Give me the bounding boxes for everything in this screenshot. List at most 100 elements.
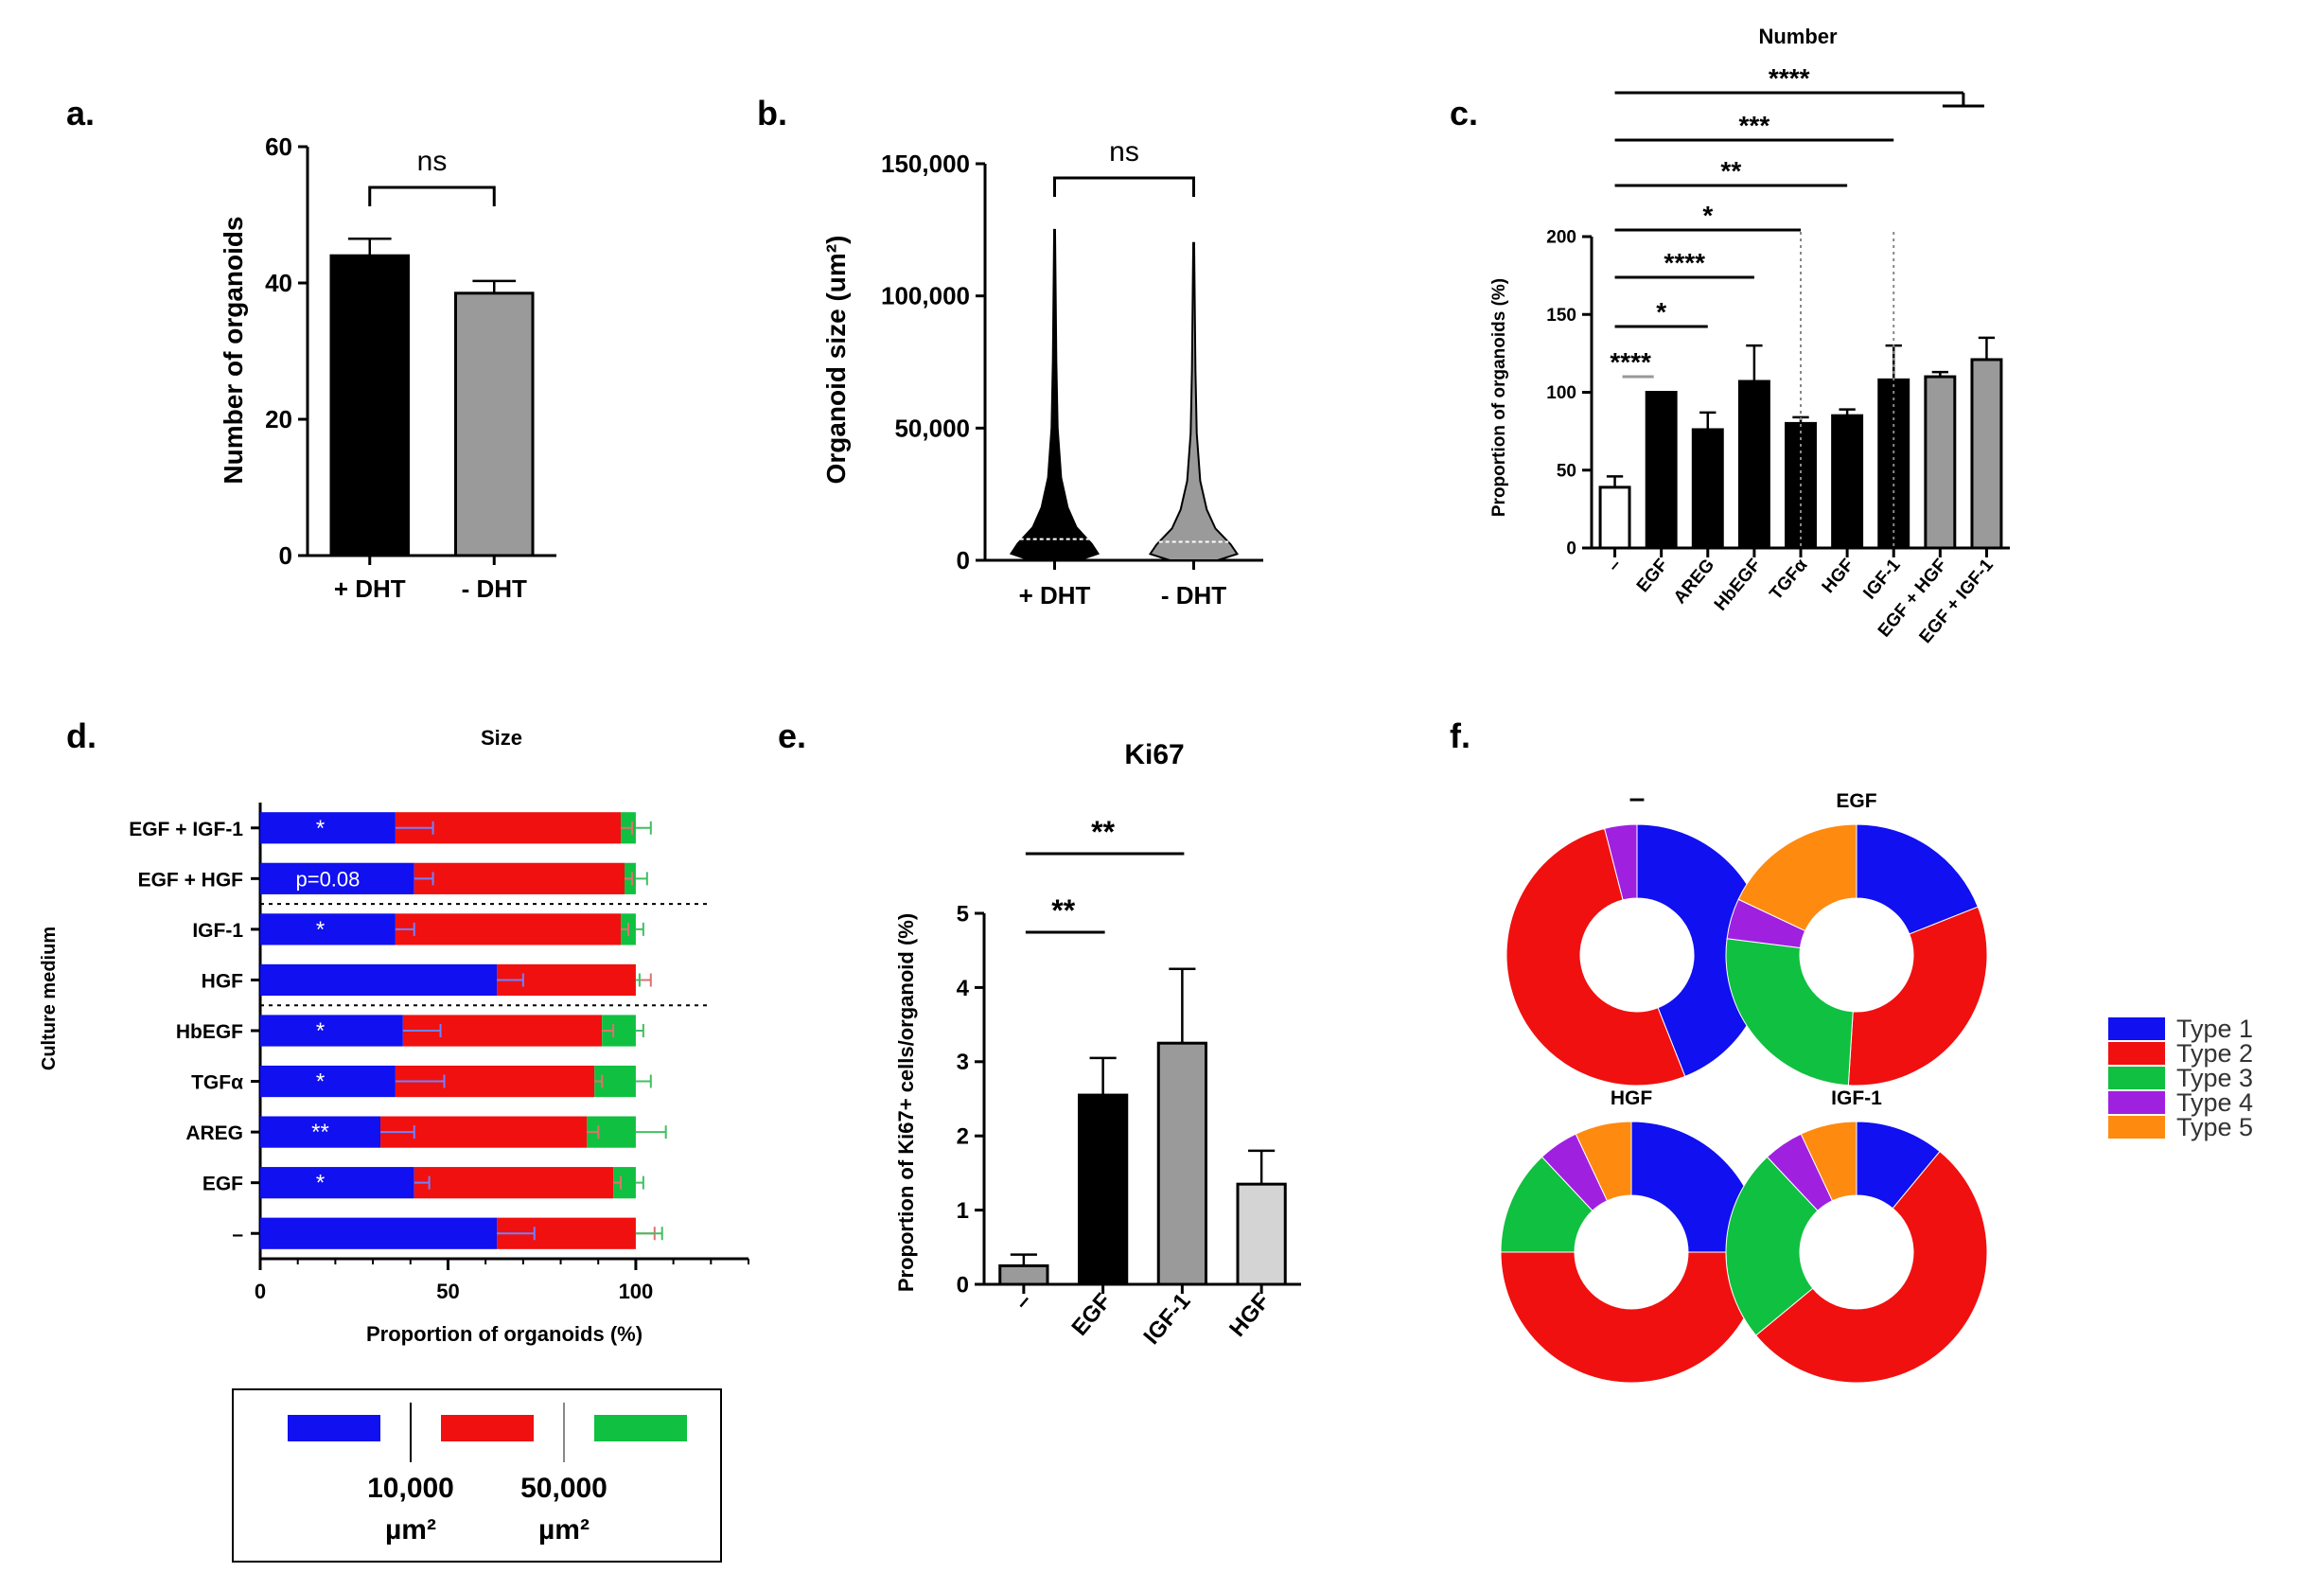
- chart-f-donut-slice: [1800, 1121, 1857, 1202]
- panel-letter-a: a.: [66, 94, 95, 132]
- chart-c-significance-label: ****: [1769, 63, 1810, 93]
- chart-d-bar-segment: [260, 1015, 403, 1047]
- chart-d-y-tick-label: EGF + HGF: [138, 869, 244, 891]
- chart-title-d: Size: [481, 726, 522, 750]
- chart-f-donut-slice: [1575, 1121, 1632, 1202]
- chart-b-significance-label: ns: [1109, 136, 1139, 168]
- chart-f-donut-slice: [1500, 1251, 1763, 1384]
- chart-title-e: Ki67: [1124, 739, 1184, 770]
- chart-b-violin: [1009, 228, 1100, 561]
- chart-c-x-tick-label: EGF: [1633, 556, 1672, 596]
- chart-a-x-tick-label: + DHT: [334, 574, 406, 603]
- chart-d-bar-segment: [260, 862, 414, 894]
- chart-b-y-tick-label: 50,000: [894, 414, 970, 442]
- chart-d-y-tick-label: TGFα: [191, 1072, 243, 1094]
- chart-c-x-tick-label: HGF: [1819, 556, 1858, 597]
- chart-e-y-tick-label: 4: [957, 976, 970, 1001]
- chart-c-x-tick-label: HbEGF: [1711, 556, 1765, 615]
- chart-a-y-tick-label: 60: [265, 132, 292, 161]
- chart-c-y-tick-label: 200: [1546, 228, 1576, 248]
- chart-d-bar-segment: [414, 862, 625, 894]
- size-legend-threshold-1: 10,000: [367, 1473, 454, 1504]
- chart-f: – EGF HGF IGF-1: [1500, 783, 1988, 1384]
- chart-d-x-tick-label: 50: [436, 1280, 459, 1303]
- chart-d-y-tick-label: AREG: [185, 1122, 243, 1144]
- type-legend-swatch-2: [2108, 1042, 2165, 1065]
- chart-a-y-tick-label: 40: [265, 269, 292, 297]
- chart-d-bar-segment: [414, 1167, 614, 1199]
- chart-f-donut-slice: [1725, 938, 1854, 1086]
- chart-c-bar: [1737, 380, 1770, 550]
- chart-b-y-tick-label: 100,000: [881, 282, 970, 310]
- y-axis-label-d: Culture medium: [39, 927, 60, 1070]
- chart-f-donut-slice: [1754, 1150, 1988, 1384]
- chart-e-x-tick-label: IGF-1: [1138, 1289, 1195, 1350]
- chart-c-significance-label: **: [1720, 156, 1741, 186]
- chart-d: 0 50 100 EGF + IGF-1 * EGF + HGF p=0.08 IGF-1 * H…: [129, 803, 749, 1303]
- chart-b-x-tick-label: + DHT: [1019, 581, 1091, 610]
- chart-f-donut-slice: [1737, 823, 1857, 932]
- chart-d-y-tick-label: EGF: [202, 1174, 243, 1195]
- chart-f-donut-slice: [1604, 823, 1638, 901]
- type-legend-label-5: Type 5: [2176, 1113, 2253, 1141]
- chart-d-x-tick-label: 0: [255, 1280, 266, 1303]
- chart-d-y-tick-label: HGF: [202, 970, 244, 992]
- chart-d-error-bar: [380, 1125, 415, 1140]
- chart-d-bar-segment: [613, 1167, 636, 1199]
- chart-c-bar: [1970, 358, 2003, 550]
- chart-f-pie-label: EGF: [1836, 790, 1876, 812]
- chart-d-y-tick-label: –: [232, 1224, 243, 1246]
- chart-b-x-tick-label: - DHT: [1161, 581, 1226, 610]
- chart-c-significance-label: ****: [1664, 248, 1705, 277]
- chart-f-donut-slice: [1505, 827, 1686, 1086]
- chart-d-error-bar: [594, 1074, 604, 1088]
- chart-c-significance-tee: [1942, 93, 1984, 108]
- chart-b-significance-bracket: [1053, 176, 1195, 197]
- chart-e-y-tick-label: 1: [957, 1198, 969, 1224]
- chart-d-error-bar: [587, 1125, 600, 1140]
- y-axis-label-b: Organoid size (um²): [821, 236, 851, 485]
- chart-a-bar: [329, 254, 411, 557]
- type-legend-label-3: Type 3: [2176, 1064, 2253, 1092]
- chart-f-donut-slice: [1856, 823, 1979, 935]
- type-legend-swatch-5: [2108, 1116, 2165, 1139]
- chart-e-y-tick-label: 5: [957, 901, 969, 927]
- x-axis-label-d: Proportion of organoids (%): [366, 1322, 643, 1346]
- chart-d-error-bar: [635, 1074, 652, 1088]
- chart-e-y-tick-label: 3: [957, 1050, 969, 1075]
- chart-d-x-tick-label: 100: [619, 1280, 654, 1303]
- type-legend: Type 1 Type 2 Type 3 Type 4 Type 5: [2108, 1015, 2253, 1141]
- panel-letter-d: d.: [66, 716, 97, 755]
- chart-d-error-bar: [625, 872, 633, 886]
- size-legend-threshold-2: 50,000: [520, 1473, 607, 1504]
- chart-c-y-tick-label: 0: [1566, 539, 1576, 559]
- chart-c-x-tick-label: TGFα: [1766, 555, 1811, 604]
- type-legend-label-1: Type 1: [2176, 1015, 2253, 1043]
- chart-c-significance-label: *: [1656, 297, 1666, 327]
- chart-c-significance-label: ***: [1739, 111, 1770, 140]
- chart-a-bar: [453, 292, 535, 557]
- chart-f-pie-label: HGF: [1611, 1087, 1653, 1109]
- size-legend: 10,000 µm² 50,000 µm²: [232, 1388, 722, 1563]
- chart-d-error-bar: [602, 1024, 615, 1037]
- size-legend-swatch-green: [594, 1415, 687, 1441]
- chart-f-pie-label: –: [1629, 783, 1646, 814]
- chart-e-bar: [1078, 1093, 1129, 1286]
- type-legend-swatch-3: [2108, 1067, 2165, 1089]
- chart-d-error-bar: [402, 1024, 442, 1037]
- chart-c-bar: [1924, 375, 1957, 550]
- chart-c-x-tick-label: IGF-1: [1859, 555, 1905, 603]
- size-legend-swatch-red: [441, 1415, 534, 1441]
- size-legend-swatch-blue: [288, 1415, 380, 1441]
- chart-b: 0 50,000 100,000 150,000 + DHT - DHT ns: [881, 136, 1263, 610]
- size-legend-unit-2: µm²: [538, 1514, 590, 1546]
- chart-title-c: Number: [1758, 25, 1838, 48]
- chart-d-bar-segment: [260, 963, 498, 997]
- chart-d-significance-label: *: [316, 917, 325, 943]
- chart-d-error-bar: [635, 1175, 644, 1190]
- chart-d-error-bar: [414, 1175, 431, 1190]
- panel-letter-e: e.: [778, 716, 806, 755]
- chart-f-donut-slice: [1725, 1156, 1819, 1336]
